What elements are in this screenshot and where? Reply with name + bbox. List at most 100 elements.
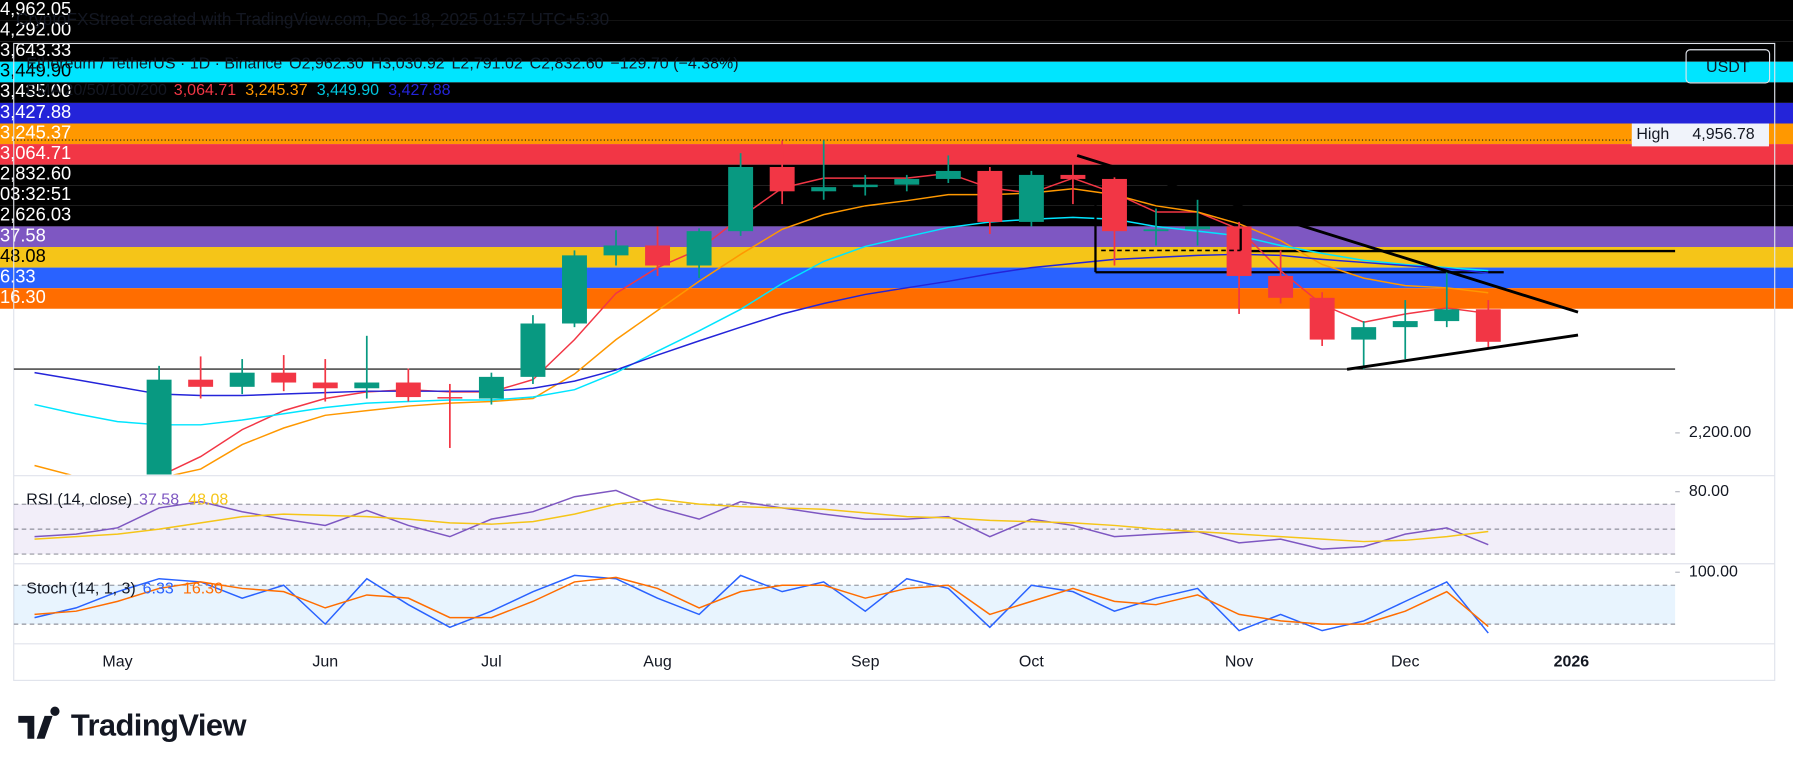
candle-body [1475, 309, 1501, 342]
series-line [34, 489, 1489, 550]
ema-values: 3,064.71 3,245.37 3,449.90 3,427.88 [174, 80, 451, 98]
high-badge-bg [1631, 123, 1769, 147]
y-tick-label: 80.00 [1689, 483, 1729, 500]
axes: May Jun Jul Aug Sep Oct Nov Dec 2026 2,200.00 High… [102, 123, 1769, 670]
level-badge: 3,435.00 [0, 82, 1793, 103]
x-tick-label: Aug [643, 653, 671, 670]
x-tick-label: Jul [481, 653, 501, 670]
ema-badge: 3,245.37 [0, 123, 1793, 145]
ema-badge: 3,449.90 [0, 61, 1793, 83]
ohlc: O2,962.30 [289, 54, 364, 72]
last-price-badge: 2,832.60 [0, 164, 1793, 186]
high-label: High [1636, 126, 1669, 143]
level-badge: 4,962.05 [0, 0, 1793, 21]
rsi-label: RSI (14, close) [26, 489, 133, 508]
x-tick-label: Oct [1019, 653, 1044, 670]
candle-body [562, 255, 587, 324]
candle-body [935, 170, 961, 179]
candle-body [478, 376, 504, 399]
currency-button[interactable]: USDT [1685, 49, 1771, 84]
drawings [1076, 154, 1579, 371]
legend-value: 6.33 [142, 578, 174, 597]
candle-body [769, 166, 795, 192]
level-badge: 4,292.00 [0, 20, 1793, 42]
header-title: CryptoFXStreet created with TradingView.… [16, 10, 610, 30]
y-tick-label: 2,200.00 [1689, 424, 1751, 441]
level-badge: 3,643.33 [0, 41, 1793, 62]
candle-body [146, 379, 172, 475]
candle-body [395, 382, 421, 398]
legend-value: 16.30 [182, 578, 224, 597]
ohlc-value: 2,832.60 [541, 53, 604, 73]
ema-badge: 3,064.71 [0, 144, 1793, 165]
high-value: 4,956.78 [1692, 126, 1754, 143]
symbol-legend: Ethereum / TetherUS · 1D · Binance O2,96… [26, 54, 738, 72]
brand-logo [18, 706, 60, 739]
stoch-label: Stoch (14, 1, 3) [26, 578, 136, 597]
x-tick-label: May [102, 653, 132, 670]
candle-body [1309, 297, 1335, 340]
price-plot [13, 139, 1676, 475]
legend-value: 37.58 [139, 489, 180, 508]
candle-body [686, 231, 712, 266]
level-band [13, 504, 1676, 555]
legend-value: 3,064.71 [173, 80, 237, 99]
y-tick-label: 100.00 [1689, 563, 1738, 580]
ema-label: EMA 20/50/100/200 [26, 80, 167, 99]
candle-body [811, 187, 837, 192]
x-tick-label: Dec [1391, 653, 1419, 670]
indicator-badge: 16.30 [0, 288, 1793, 309]
rsi-values: 37.58 48.08 [139, 489, 228, 507]
x-tick-label: Jun [312, 653, 338, 670]
candle-body [603, 245, 629, 256]
candle-body [1018, 174, 1044, 222]
legend-value: 3,245.37 [245, 80, 308, 99]
rsi-plot [13, 489, 1676, 555]
trendline [1076, 154, 1579, 314]
candle-body [1143, 229, 1169, 232]
ohlc-key: H [370, 53, 383, 73]
change: −129.70 (−4.38%) [610, 53, 739, 73]
candle-body [852, 184, 878, 188]
legend-value: 3,449.90 [316, 80, 380, 99]
candle-body [728, 166, 754, 232]
ohlc-key: C [529, 53, 542, 73]
ohlc: L2,791.02 [452, 54, 523, 72]
candle-body [520, 323, 546, 377]
candle-body [1102, 178, 1127, 232]
candle-body [1351, 327, 1377, 340]
stoch-legend: Stoch (14, 1, 3) 6.33 16.30 [26, 579, 223, 597]
candle-body [354, 382, 380, 389]
candle-body [271, 372, 297, 383]
candle-body [645, 245, 671, 266]
candle-body [1268, 275, 1294, 298]
candle-body [894, 178, 920, 185]
legend-value: 48.08 [188, 489, 229, 508]
candle-body [977, 170, 1003, 222]
ema-legend: EMA 20/50/100/200 3,064.71 3,245.37 3,449.… [26, 80, 450, 98]
level-badge: 2,626.03 [0, 205, 1793, 227]
ohlc-value: 3,030.92 [382, 53, 445, 73]
series-line [34, 498, 1489, 543]
ohlc-value: 2,962.30 [301, 53, 364, 73]
x-tick-label: Nov [1225, 653, 1253, 670]
candle-body [1434, 309, 1460, 322]
trendline [1346, 333, 1579, 371]
series-line [161, 172, 1489, 475]
candle-body [437, 397, 463, 399]
x-tick-label: 2026 [1554, 653, 1590, 670]
candle-body [1060, 174, 1086, 179]
indicator-badge: 37.58 [0, 226, 1793, 247]
candle-body [188, 379, 214, 387]
ema-badge: 3,427.88 [0, 102, 1793, 124]
candle-body [1392, 321, 1418, 328]
footer-brand: TradingView [70, 707, 247, 743]
symbol: Ethereum / TetherUS · 1D · Binance [26, 53, 283, 73]
x-tick-label: Sep [851, 653, 880, 670]
ohlc-value: 2,791.02 [460, 53, 523, 73]
ohlc: H3,030.92 [371, 54, 445, 72]
series-line [34, 188, 1489, 475]
legend-value: 3,427.88 [388, 80, 451, 99]
